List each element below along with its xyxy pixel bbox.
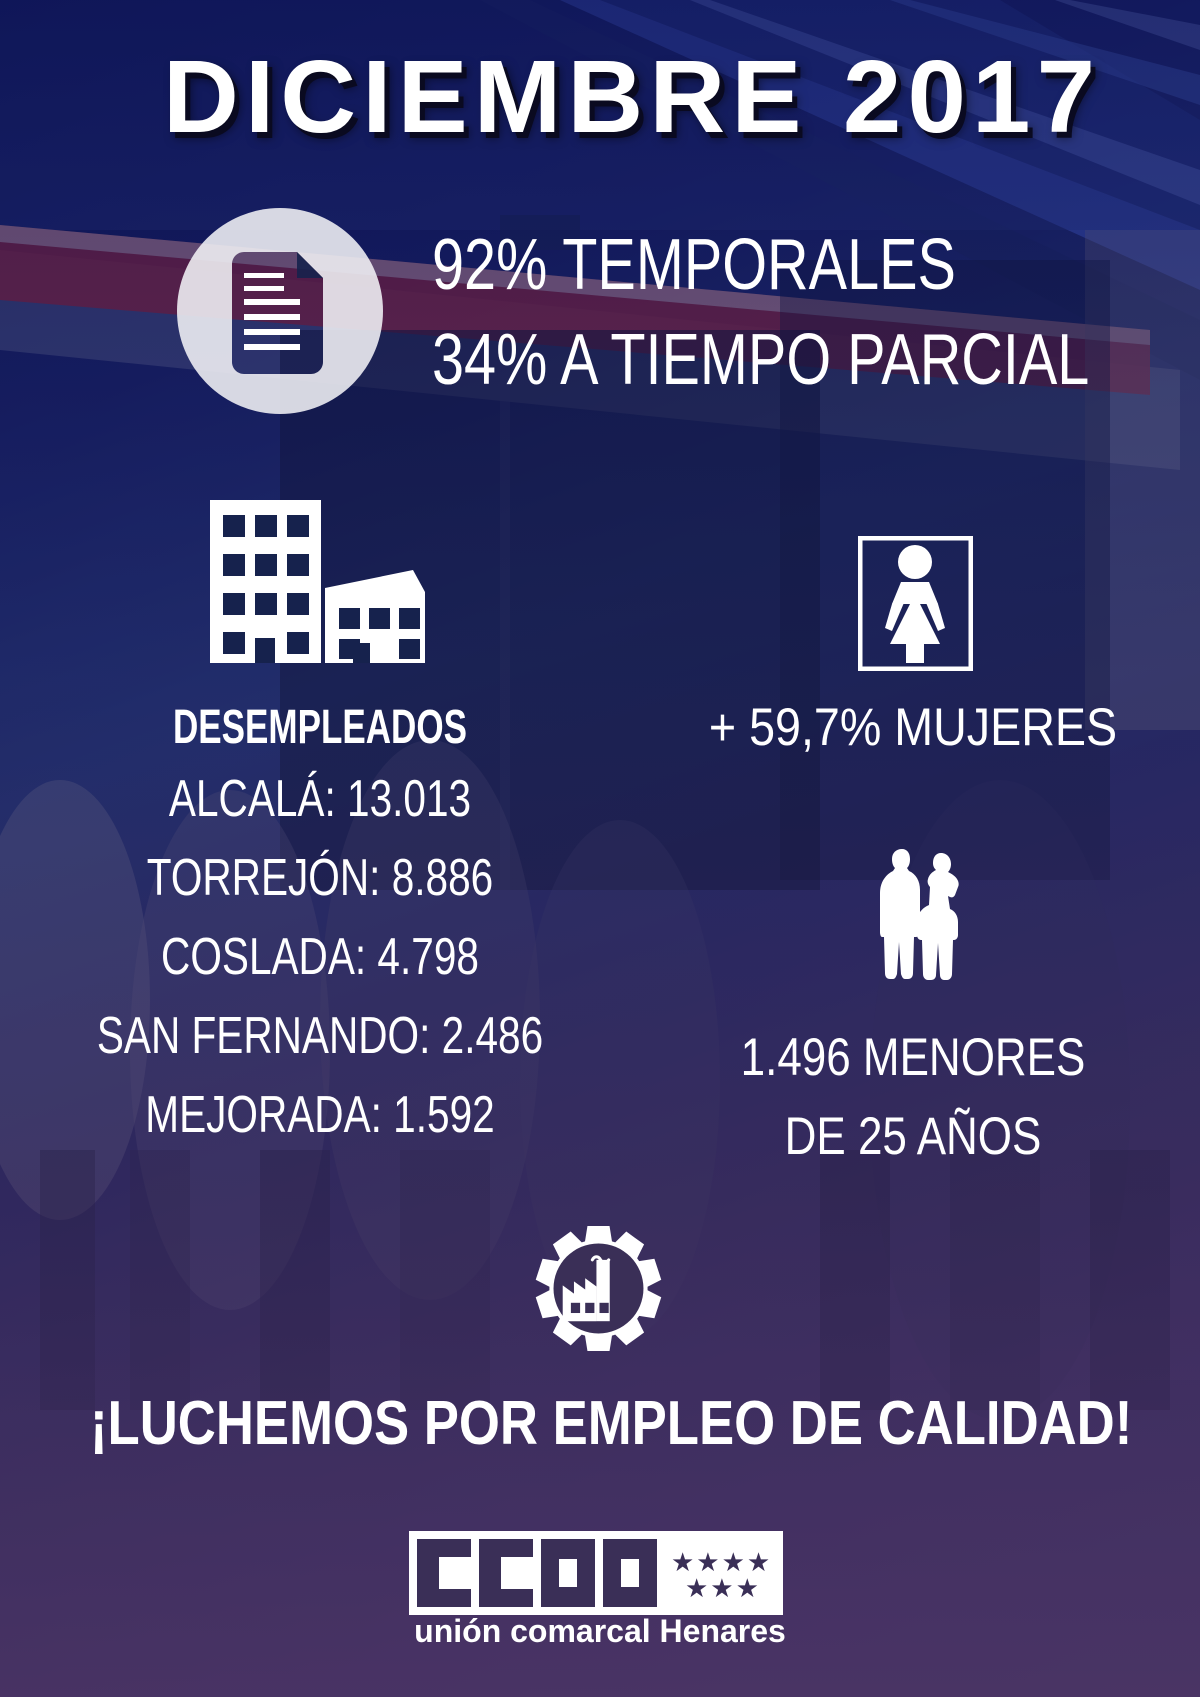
svg-text:★★★: ★★★ xyxy=(685,1573,761,1603)
